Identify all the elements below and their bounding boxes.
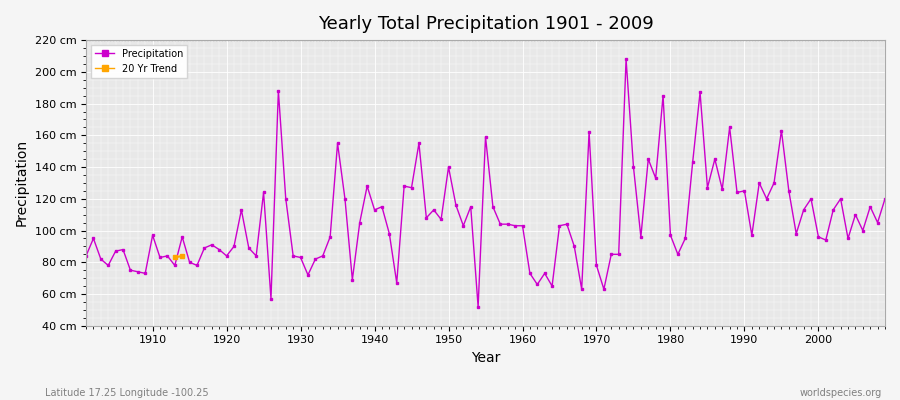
Legend: Precipitation, 20 Yr Trend: Precipitation, 20 Yr Trend — [91, 45, 187, 78]
X-axis label: Year: Year — [471, 351, 500, 365]
Y-axis label: Precipitation: Precipitation — [15, 139, 29, 226]
Title: Yearly Total Precipitation 1901 - 2009: Yearly Total Precipitation 1901 - 2009 — [318, 15, 653, 33]
Text: worldspecies.org: worldspecies.org — [800, 388, 882, 398]
Text: Latitude 17.25 Longitude -100.25: Latitude 17.25 Longitude -100.25 — [45, 388, 209, 398]
